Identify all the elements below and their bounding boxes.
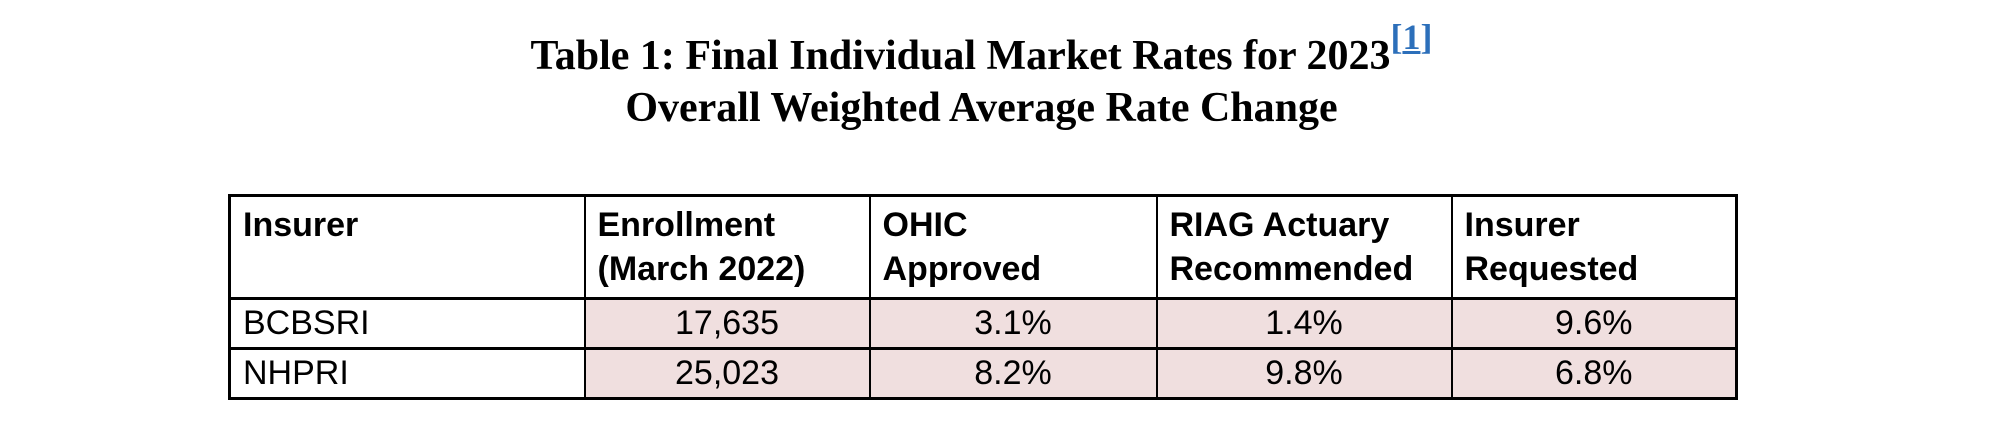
rates-table: Insurer Enrollment (March 2022) OHIC App… (228, 194, 1738, 400)
cell-riag-recommended: 9.8% (1155, 347, 1453, 400)
cell-insurer-requested: 6.8% (1450, 347, 1738, 400)
col-header-enrollment: Enrollment (March 2022) (583, 194, 871, 300)
table-row-nhpri: NHPRI 25,023 8.2% 9.8% 6.8% (228, 347, 1738, 400)
col-header-insurer: Insurer (228, 194, 586, 300)
cell-ohic-approved: 8.2% (868, 347, 1158, 400)
header-row: Insurer Enrollment (March 2022) OHIC App… (228, 194, 1738, 300)
header-line: (March 2022) (597, 250, 806, 288)
header-line: OHIC (882, 206, 968, 244)
table-row-bcbsri: BCBSRI 17,635 3.1% 1.4% 9.6% (228, 297, 1738, 350)
header-line: Enrollment (597, 206, 776, 244)
header-line: Approved (882, 250, 1042, 288)
cell-enrollment: 25,023 (583, 347, 871, 400)
cell-enrollment: 17,635 (583, 297, 871, 350)
cell-ohic-approved: 3.1% (868, 297, 1158, 350)
header-line: RIAG Actuary (1169, 206, 1390, 244)
col-header-insurer-requested: Insurer Requested (1450, 194, 1738, 300)
header-line: Recommended (1169, 250, 1414, 288)
cell-insurer: NHPRI (228, 347, 586, 400)
document-content: Table 1: Final Individual Market Rates f… (228, 0, 1738, 400)
cell-insurer: BCBSRI (228, 297, 586, 350)
footnote-bracket-open: [ (1390, 17, 1403, 57)
title-line-1-text: Table 1: Final Individual Market Rates f… (530, 33, 1391, 79)
col-header-riag-recommended: RIAG Actuary Recommended (1155, 194, 1453, 300)
col-header-ohic-approved: OHIC Approved (868, 194, 1158, 300)
header-line: Insurer (1464, 206, 1580, 244)
title-line-2: Overall Weighted Average Rate Change (625, 85, 1338, 131)
table-title: Table 1: Final Individual Market Rates f… (228, 0, 1735, 134)
cell-riag-recommended: 1.4% (1155, 297, 1453, 350)
header-line: Requested (1464, 250, 1639, 288)
header-line: Insurer (243, 206, 359, 244)
footnote-number: 1 (1402, 17, 1421, 57)
footnote-bracket-close: ] (1420, 17, 1433, 57)
cell-insurer-requested: 9.6% (1450, 297, 1738, 350)
title-line-1: Table 1: Final Individual Market Rates f… (228, 19, 1735, 82)
